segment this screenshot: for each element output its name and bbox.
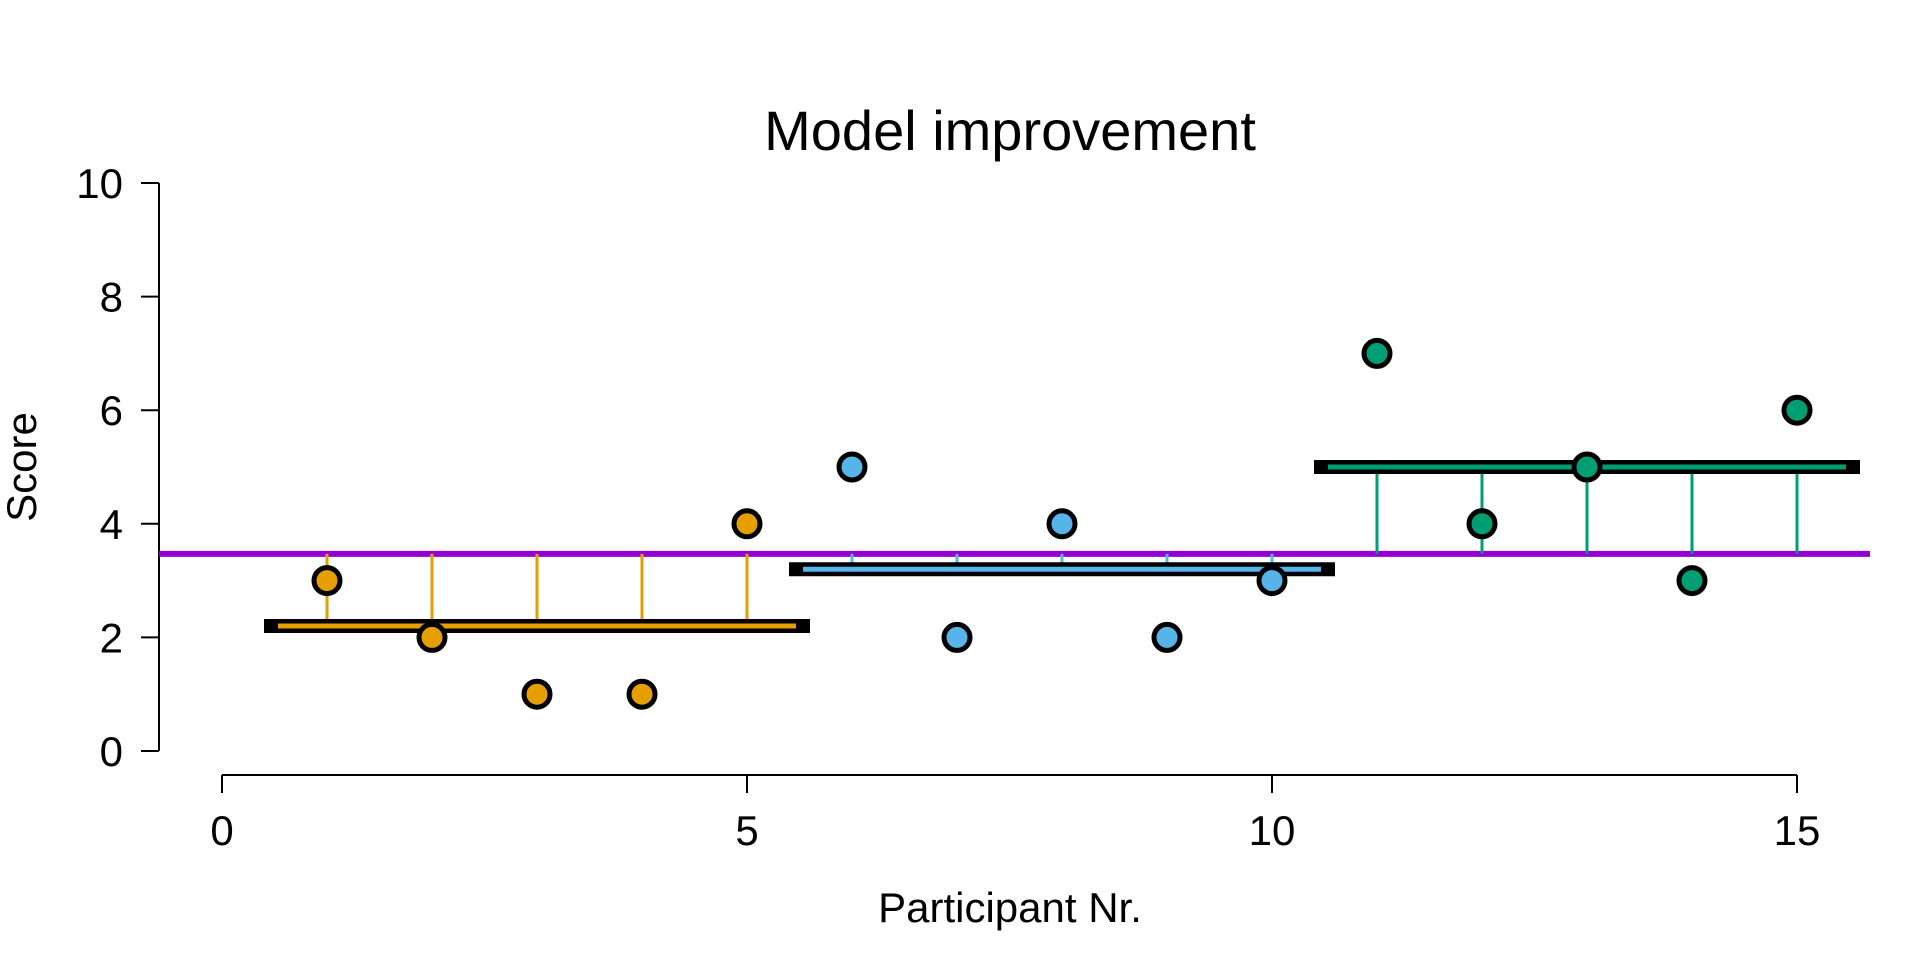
group-2-point [836,451,868,483]
x-axis-label: Participant Nr. [878,884,1142,931]
group-2-point [1046,508,1078,540]
group-3-point [1361,337,1393,369]
group-3-point [1781,394,1813,426]
group-1-point [731,508,763,540]
group-3-point [1466,508,1498,540]
y-tick-label: 2 [100,614,123,661]
x-tick-label: 5 [735,807,758,854]
y-axis-label: Score [0,412,45,522]
y-tick-label: 8 [100,274,123,321]
plot-area [159,337,1870,710]
x-tick-label: 0 [210,807,233,854]
y-tick-label: 4 [100,501,123,548]
x-tick-label: 10 [1249,807,1296,854]
group-1-point [311,565,343,597]
x-tick-label: 15 [1774,807,1821,854]
group-2-point [1256,565,1288,597]
group-2-point [941,621,973,653]
chart-title: Model improvement [764,99,1256,162]
group-2-point [1151,621,1183,653]
group-1-point [626,678,658,710]
group-3-point [1676,565,1708,597]
y-axis: 0 2 4 6 8 10 [76,160,160,775]
group-3-point [1571,451,1603,483]
x-axis: 0 5 10 15 [210,774,1821,854]
y-tick-label: 10 [76,160,123,207]
y-tick-label: 0 [100,728,123,775]
group-1-point [416,621,448,653]
y-tick-label: 6 [100,387,123,434]
group-1-point [521,678,553,710]
